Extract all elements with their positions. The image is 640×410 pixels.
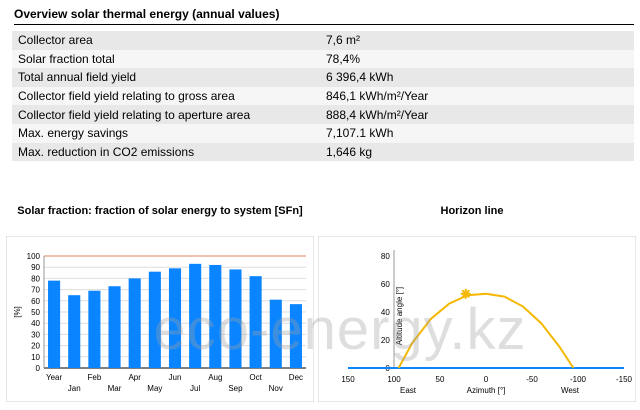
x-tick-label: Apr xyxy=(128,373,141,382)
horizon-chart-frame xyxy=(318,236,636,402)
east-label: East xyxy=(400,386,417,395)
x-tick-label: 100 xyxy=(387,375,401,384)
table-row: Collector field yield relating to apertu… xyxy=(12,105,634,124)
bar xyxy=(68,295,81,368)
x-tick-label: Nov xyxy=(269,384,283,393)
table-row: Collector field yield relating to gross … xyxy=(12,86,634,106)
bar xyxy=(189,263,202,368)
x-tick-label: -100 xyxy=(570,375,587,384)
y-tick-label: 60 xyxy=(381,280,390,289)
bar-chart-title: Solar fraction: fraction of solar energy… xyxy=(17,205,303,217)
x-tick-label: 150 xyxy=(341,375,355,384)
y-tick-label: 20 xyxy=(31,342,40,351)
y-tick-label: 90 xyxy=(31,263,40,272)
bar xyxy=(88,290,101,368)
x-tick-label: May xyxy=(147,384,162,393)
bar xyxy=(128,278,141,368)
row-value: 6 396,4 kWh xyxy=(326,70,394,85)
bar xyxy=(209,264,222,368)
row-value: 7,6 m² xyxy=(326,33,361,48)
horizon-chart-title: Horizon line xyxy=(440,205,504,217)
sun-marker-icon xyxy=(460,288,471,299)
y-tick-label: 40 xyxy=(381,308,390,317)
row-label: Max. reduction in CO2 emissions xyxy=(18,144,195,159)
sun-path-line xyxy=(397,292,575,369)
x-axis-label: Azimuth [°] xyxy=(467,386,506,395)
x-tick-label: Aug xyxy=(208,373,222,382)
bar xyxy=(229,269,242,368)
bar xyxy=(269,299,282,368)
row-value: 78,4% xyxy=(326,51,361,66)
bar xyxy=(48,280,61,368)
y-tick-label: 30 xyxy=(31,330,40,339)
x-tick-label: Feb xyxy=(87,373,101,382)
x-tick-label: Year xyxy=(46,373,63,382)
x-tick-label: Oct xyxy=(249,373,262,382)
bar xyxy=(249,276,262,368)
y-tick-label: 50 xyxy=(31,308,40,317)
bar-chart-panel: 0 10 20 30 40 50 60 70 80 90 100 [%] Year Jan Feb Mar Ap… xyxy=(6,236,314,402)
solar-fraction-bar-chart: 0 10 20 30 40 50 60 70 80 90 100 [%] Year Jan Feb Mar Ap… xyxy=(6,236,314,402)
y-tick-label: 60 xyxy=(31,297,40,306)
y-tick-label: 70 xyxy=(31,286,40,295)
table-row: Solar fraction total 78,4% xyxy=(12,49,634,69)
row-value: 7,107.1 kWh xyxy=(326,126,394,141)
row-value: 1,646 kg xyxy=(326,144,373,159)
sun-marker-ray xyxy=(461,289,471,299)
table-row: Max. energy savings 7,107.1 kWh xyxy=(12,123,634,143)
bar xyxy=(289,304,302,368)
section-title: Overview solar thermal energy (annual va… xyxy=(14,7,634,25)
y-tick-label: 0 xyxy=(36,364,41,373)
x-tick-label: Jan xyxy=(68,384,81,393)
bar xyxy=(108,286,121,368)
row-label: Collector field yield relating to gross … xyxy=(18,89,235,104)
table-row: Total annual field yield 6 396,4 kWh xyxy=(12,68,634,87)
y-tick-label: 10 xyxy=(31,353,40,362)
bar xyxy=(148,271,161,368)
row-label: Collector area xyxy=(18,33,93,48)
bar xyxy=(168,268,182,368)
x-tick-label: Jun xyxy=(169,373,182,382)
x-tick-label: Sep xyxy=(228,384,243,393)
row-label: Collector field yield relating to apertu… xyxy=(18,107,251,122)
table-row: Collector area 7,6 m² xyxy=(12,31,634,50)
x-tick-label: -50 xyxy=(526,375,538,384)
x-tick-label: Mar xyxy=(108,384,122,393)
row-value: 846,1 kWh/m²/Year xyxy=(326,89,429,104)
y-tick-label: 100 xyxy=(27,252,41,261)
row-label: Max. energy savings xyxy=(18,126,129,141)
y-axis-label: Altitude angle [°] xyxy=(395,287,404,345)
table-row: Max. reduction in CO2 emissions 1,646 kg xyxy=(12,142,634,162)
row-label: Solar fraction total xyxy=(18,51,115,66)
y-tick-label: 40 xyxy=(31,319,40,328)
west-label: West xyxy=(561,386,580,395)
y-tick-label: 80 xyxy=(31,274,40,283)
row-value: 888,4 kWh/m²/Year xyxy=(326,107,429,122)
y-tick-label: 80 xyxy=(381,252,390,261)
summary-table: Collector area 7,6 m² Solar fraction tot… xyxy=(12,31,634,162)
x-tick-label: 50 xyxy=(436,375,445,384)
x-tick-label: Dec xyxy=(289,373,303,382)
x-tick-label: Jul xyxy=(190,384,200,393)
row-label: Total annual field yield xyxy=(18,70,137,85)
x-tick-label: 0 xyxy=(484,375,489,384)
y-tick-label: 20 xyxy=(381,336,390,345)
y-axis-label: [%] xyxy=(13,306,22,318)
x-tick-label: -150 xyxy=(616,375,633,384)
